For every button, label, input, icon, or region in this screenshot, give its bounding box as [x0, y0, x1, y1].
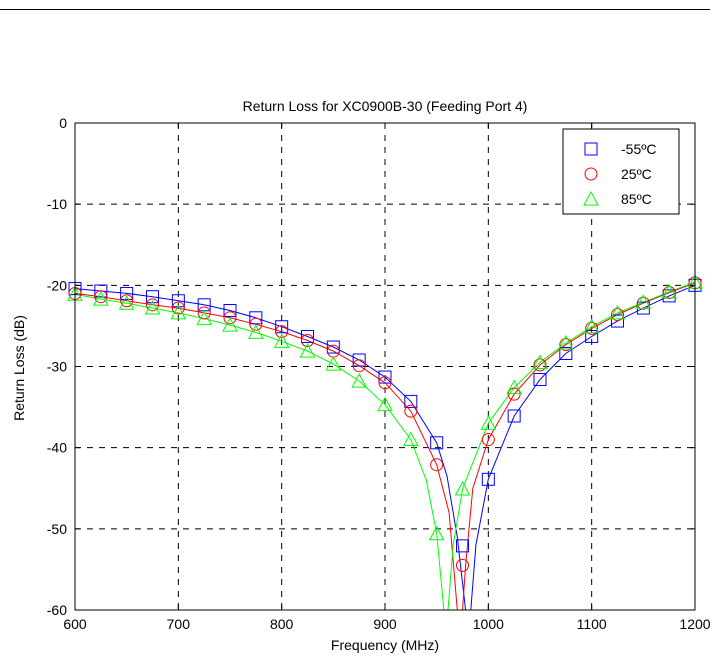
data-point-circle: [275, 325, 289, 339]
y-tick-label: -30: [47, 359, 67, 375]
data-point-triangle: [506, 379, 523, 395]
legend-entry-label: 85ºC: [621, 191, 652, 207]
data-point-circle: [404, 404, 418, 418]
data-point-triangle: [532, 354, 548, 369]
data-point-circle: [171, 301, 185, 315]
data-point-triangle: [557, 334, 574, 350]
y-tick-label: -10: [47, 196, 67, 212]
legend-marker-square: [584, 142, 598, 156]
series-line-circle: [75, 282, 695, 610]
data-point-circle: [197, 306, 211, 320]
data-point-square: [120, 286, 134, 300]
data-point-circle: [249, 317, 263, 331]
data-point-circle: [223, 311, 237, 325]
y-axis-label: Return Loss (dB): [11, 315, 27, 421]
data-point-triangle: [222, 317, 238, 332]
data-point-square: [404, 394, 418, 408]
data-point-triangle: [247, 324, 264, 339]
data-point-circle: [378, 376, 392, 390]
data-point-triangle: [480, 415, 497, 430]
series-curves: [75, 281, 695, 610]
y-tick-label: -60: [47, 602, 67, 618]
series-line-triangle: [75, 281, 695, 610]
x-tick-label: 1100: [577, 616, 607, 632]
data-point-square: [275, 320, 289, 334]
y-tick-label: 0: [59, 115, 67, 131]
data-point-triangle: [661, 283, 678, 299]
x-tick-label: 700: [167, 616, 191, 632]
data-point-square: [585, 329, 599, 343]
legend: -55ºC 25ºC 85ºC: [562, 128, 680, 215]
axis-ticks: 600 700 800 900 1000 1100 1200 0 -10 -20 -30 -40 -50…: [47, 115, 710, 632]
data-point-square: [456, 539, 469, 553]
series-markers: [67, 274, 703, 572]
data-point-triangle: [170, 304, 187, 320]
data-point-square: [352, 353, 366, 367]
data-point-triangle: [583, 318, 600, 334]
data-point-circle: [636, 296, 650, 310]
x-axis-label: Frequency (MHz): [331, 637, 439, 653]
data-point-triangle: [196, 310, 213, 326]
y-tick-label: -50: [47, 521, 67, 537]
top-divider: [0, 9, 710, 10]
data-point-circle: [430, 458, 444, 472]
data-point-square: [326, 340, 340, 354]
data-point-circle: [94, 290, 108, 304]
data-point-circle: [533, 358, 547, 372]
series-line-square: [75, 284, 695, 610]
legend-entry-label: -55ºC: [621, 141, 656, 157]
data-point-triangle: [609, 304, 626, 320]
x-tick-label: 800: [270, 616, 294, 632]
legend-box: [562, 128, 680, 215]
data-point-square: [301, 329, 314, 343]
data-point-square: [611, 314, 624, 328]
y-tick-label: -40: [47, 440, 67, 456]
data-point-triangle: [325, 356, 342, 371]
data-point-circle: [559, 338, 573, 352]
data-point-triangle: [377, 396, 393, 412]
data-point-square: [481, 472, 495, 486]
data-point-square: [94, 284, 108, 298]
data-point-square: [223, 303, 237, 317]
x-tick-label: 600: [63, 616, 87, 632]
data-point-triangle: [351, 373, 368, 388]
data-point-circle: [662, 286, 676, 300]
legend-marker-circle: [584, 167, 598, 181]
data-point-circle: [456, 558, 469, 572]
data-point-triangle: [299, 343, 316, 358]
data-point-circle: [585, 321, 599, 335]
data-point-square: [533, 372, 547, 386]
data-point-square: [559, 347, 573, 361]
data-point-triangle: [144, 300, 161, 315]
y-tick-label: -20: [47, 277, 67, 293]
data-point-square: [507, 409, 521, 423]
legend-marker-triangle: [583, 190, 599, 206]
x-tick-label: 1000: [473, 616, 504, 632]
chart-title: Return Loss for XC0900B-30 (Feeding Port…: [243, 98, 528, 114]
data-point-square: [146, 290, 159, 304]
data-point-square: [430, 436, 444, 450]
data-point-circle: [120, 294, 134, 308]
data-point-circle: [301, 334, 314, 348]
data-point-circle: [481, 433, 495, 447]
data-point-triangle: [92, 291, 109, 306]
data-point-square: [249, 311, 263, 325]
legend-entry-label: 25ºC: [621, 166, 652, 182]
data-point-circle: [146, 298, 159, 312]
data-point-triangle: [118, 295, 135, 310]
data-point-square: [378, 370, 392, 384]
data-point-triangle: [428, 525, 445, 541]
x-tick-label: 1200: [679, 616, 710, 632]
data-point-triangle: [402, 431, 419, 447]
data-point-circle: [352, 359, 366, 373]
data-point-circle: [611, 308, 624, 322]
data-point-triangle: [273, 333, 290, 348]
x-tick-label: 900: [373, 616, 397, 632]
data-point-triangle: [454, 481, 471, 496]
data-point-triangle: [635, 294, 652, 309]
